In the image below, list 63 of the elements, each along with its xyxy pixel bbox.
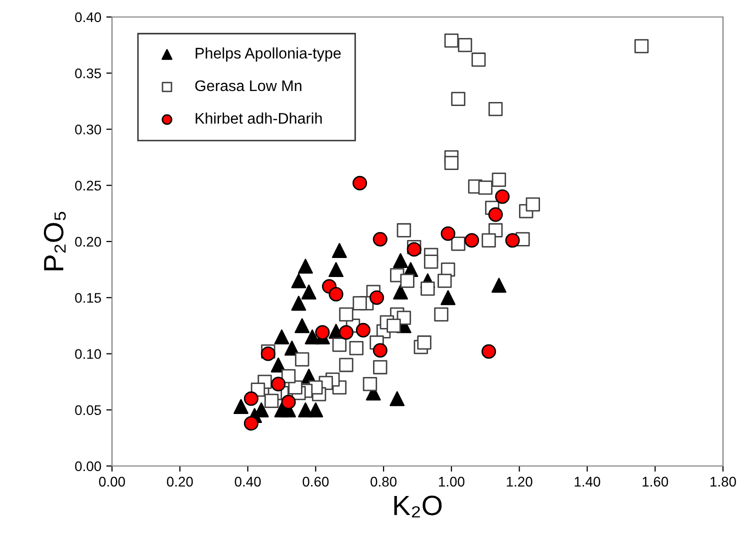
point — [482, 344, 496, 359]
point — [406, 242, 422, 257]
point — [291, 296, 306, 311]
x-tick-label: 0.60 — [302, 476, 329, 487]
point — [492, 278, 506, 293]
point — [294, 318, 310, 334]
point — [301, 284, 316, 300]
y-tick-label: 0.00 — [75, 461, 102, 472]
point — [260, 346, 276, 362]
point — [291, 273, 306, 288]
point — [393, 253, 408, 268]
point — [298, 258, 313, 274]
y-axis-title: P₂O₅ — [44, 212, 66, 270]
point — [270, 358, 286, 372]
point — [505, 233, 520, 248]
x-tick-label: 0.80 — [370, 476, 397, 487]
point — [328, 286, 344, 302]
x-tick-label: 1.40 — [574, 476, 600, 487]
y-tick-label: 0.40 — [75, 12, 102, 22]
x-tick-label: 1.60 — [642, 476, 668, 487]
y-tick-label: 0.30 — [75, 124, 102, 134]
point — [440, 290, 456, 306]
point — [356, 322, 370, 338]
point — [464, 233, 480, 248]
point — [372, 343, 388, 358]
x-tick-label: 1.20 — [506, 476, 532, 487]
point — [488, 207, 503, 222]
point — [393, 284, 408, 300]
point — [234, 399, 248, 414]
x-tick-label: 0.40 — [234, 476, 261, 487]
point — [274, 329, 290, 344]
point — [372, 232, 388, 247]
x-axis-title: K₂O — [394, 496, 442, 518]
point — [304, 329, 320, 344]
point — [244, 416, 258, 431]
point — [308, 402, 324, 418]
y-tick-label: 0.15 — [75, 292, 102, 303]
point — [281, 394, 296, 410]
point — [332, 243, 347, 258]
point — [440, 226, 456, 241]
point — [244, 391, 258, 406]
x-tick-label: 1.80 — [710, 476, 736, 487]
x-tick-label: 1.00 — [438, 476, 464, 487]
point — [352, 176, 368, 190]
legend-label: Khirbet adh-Dharih — [196, 112, 322, 124]
legend-label: Phelps Apollonia-type — [196, 47, 341, 62]
y-tick-label: 0.10 — [75, 349, 102, 359]
point — [315, 325, 330, 340]
point — [338, 325, 354, 340]
point — [328, 262, 344, 278]
y-tick-label: 0.25 — [75, 180, 102, 191]
legend-label: Gerasa Low Mn — [195, 80, 302, 92]
x-tick-label: 0.20 — [166, 476, 193, 487]
y-tick-label: 0.05 — [75, 405, 102, 416]
point — [298, 402, 313, 418]
point — [390, 391, 405, 406]
y-tick-label: 0.35 — [75, 68, 102, 78]
point — [369, 290, 384, 305]
point — [271, 376, 286, 392]
x-tick-label: 0.00 — [99, 476, 125, 487]
point — [495, 189, 510, 204]
y-tick-label: 0.20 — [75, 236, 102, 247]
point — [284, 340, 300, 356]
